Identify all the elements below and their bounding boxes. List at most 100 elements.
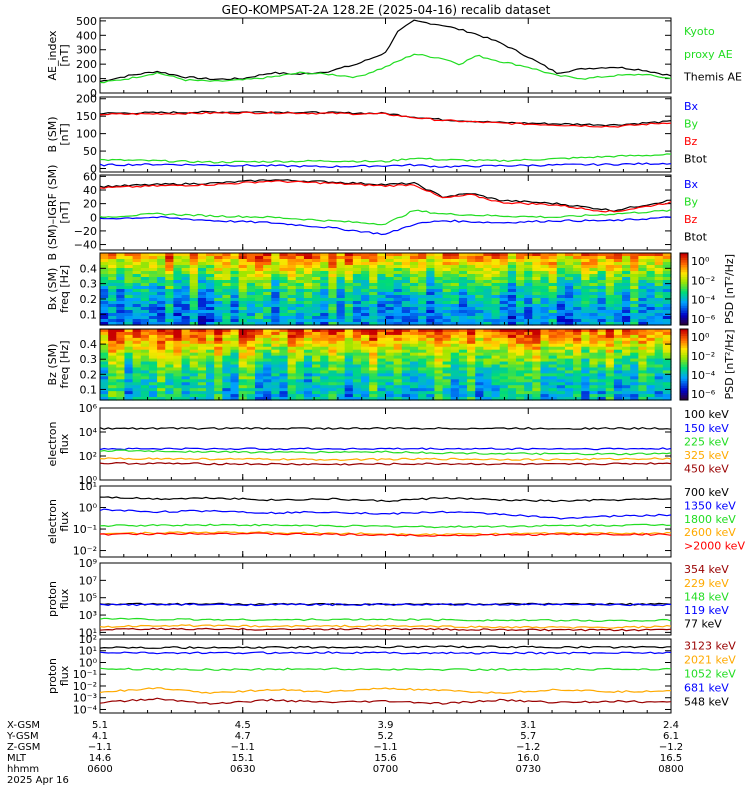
spectrogram-cell — [140, 280, 150, 284]
spectrogram-cell — [140, 334, 150, 339]
spectrogram-cell — [516, 376, 525, 380]
spectrogram-cell — [401, 334, 411, 339]
spectrogram-cell — [328, 397, 338, 401]
spectrogram-cell — [140, 301, 150, 305]
spectrogram-cell — [442, 349, 452, 354]
spectrogram-cell — [532, 319, 542, 323]
spectrogram-cell — [426, 295, 436, 299]
spectrogram-cell — [303, 304, 313, 308]
spectrogram-cell — [116, 334, 126, 339]
spectrogram-cell — [165, 286, 175, 290]
spectrogram-cell — [409, 277, 419, 281]
spectrogram-cell — [458, 295, 468, 299]
colorbar-label: PSD [nT²/Hz] — [723, 254, 736, 324]
spectrogram-cell — [157, 286, 166, 290]
spectrogram-cell — [409, 355, 419, 360]
spectrogram-cell — [573, 292, 582, 296]
spectrogram-cell — [573, 295, 582, 299]
spectrogram-cell — [662, 280, 672, 284]
spectrogram-cell — [646, 343, 656, 348]
spectrogram-cell — [540, 283, 550, 287]
spectrogram-cell — [189, 304, 199, 308]
spectrogram-cell — [434, 361, 444, 366]
spectrogram-cell — [140, 394, 150, 398]
spectrogram-cell — [516, 322, 525, 326]
spectrogram-cell — [263, 349, 272, 354]
spectrogram-cell — [646, 307, 656, 311]
spectrogram-cell — [548, 364, 558, 369]
spectrogram-cell — [499, 394, 509, 398]
spectrogram-cell — [295, 277, 305, 281]
spectrogram-cell — [132, 304, 142, 308]
spectrogram-cell — [434, 394, 444, 398]
spectrogram-cell — [222, 304, 232, 308]
spectrogram-cell — [409, 343, 419, 348]
spectrogram-cell — [181, 349, 191, 354]
spectrogram-cell — [254, 373, 264, 377]
spectrogram-cell — [409, 346, 419, 351]
spectrogram-cell — [230, 265, 240, 269]
spectrogram-cell — [361, 358, 370, 363]
spectrogram-cell — [409, 352, 419, 357]
spectrogram-cell — [181, 355, 191, 360]
spectrogram-cell — [287, 379, 297, 383]
spectrogram-cell — [491, 256, 501, 260]
spectrogram-cell — [361, 361, 370, 366]
spectrogram-cell — [589, 316, 599, 320]
spectrogram-cell — [157, 388, 166, 392]
spectrogram-cell — [442, 382, 452, 386]
footer-value: 14.6 — [89, 753, 111, 764]
spectrogram-cell — [238, 259, 248, 263]
y-tick-label: 0.1 — [80, 308, 98, 321]
spectrogram-cell — [279, 307, 289, 311]
spectrogram-cell — [483, 370, 493, 374]
spectrogram-cell — [369, 253, 378, 257]
spectrogram-cell — [540, 301, 550, 305]
spectrogram-cell — [165, 343, 175, 348]
spectrogram-cell — [132, 322, 142, 326]
spectrogram-cell — [556, 259, 566, 263]
spectrogram-cell — [361, 388, 370, 392]
spectrogram-cell — [238, 334, 248, 339]
spectrogram-cell — [622, 349, 631, 354]
spectrogram-cell — [263, 343, 272, 348]
spectrogram-cell — [254, 337, 264, 342]
spectrogram-cell — [312, 385, 321, 389]
spectrogram-cell — [532, 313, 542, 317]
spectrogram-cell — [556, 268, 566, 272]
spectrogram-cell — [206, 283, 215, 287]
spectrogram-cell — [108, 382, 117, 386]
series-line — [99, 111, 672, 128]
spectrogram-cell — [516, 307, 525, 311]
spectrogram-cell — [254, 340, 264, 345]
spectrogram-cell — [548, 397, 558, 401]
spectrogram-cell — [581, 346, 591, 351]
spectrogram-cell — [418, 322, 427, 326]
spectrogram-cell — [499, 385, 509, 389]
spectrogram-cell — [352, 379, 362, 383]
spectrogram-cell — [589, 286, 599, 290]
spectrogram-cell — [516, 283, 525, 287]
spectrogram-cell — [165, 295, 175, 299]
spectrogram-cell — [287, 262, 297, 266]
spectrogram-cell — [630, 268, 639, 272]
spectrogram-cell — [108, 301, 117, 305]
spectrogram-cell — [108, 259, 117, 263]
spectrogram-cell — [369, 334, 378, 339]
spectrogram-cell — [181, 385, 191, 389]
spectrogram-cell — [646, 373, 656, 377]
spectrogram-cell — [116, 361, 126, 366]
spectrogram-cell — [581, 373, 591, 377]
spectrogram-cell — [295, 329, 305, 333]
spectrogram-cell — [524, 343, 533, 348]
spectrogram-cell — [157, 346, 166, 351]
spectrogram-cell — [222, 268, 232, 272]
spectrogram-cell — [361, 364, 370, 369]
spectrogram-cell — [630, 259, 639, 263]
spectrogram-cell — [499, 346, 509, 351]
spectrogram-cell — [418, 391, 427, 395]
spectrogram-cell — [475, 376, 484, 380]
spectrogram-cell — [630, 373, 639, 377]
footer-value: 0600 — [87, 764, 112, 775]
